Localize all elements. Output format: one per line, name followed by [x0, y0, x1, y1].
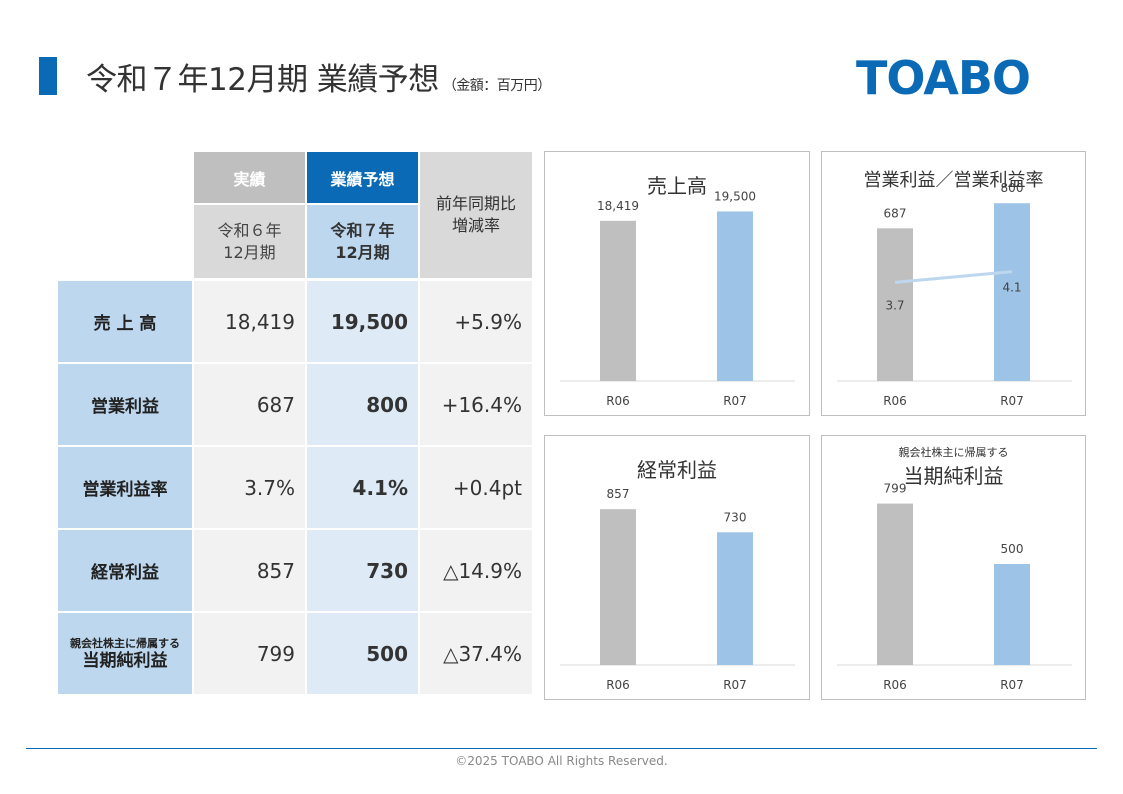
- chart-title-net-income: 当期純利益: [903, 464, 1004, 488]
- bar-value-label: 18,419: [597, 199, 639, 213]
- row-operating-margin-forecast: 4.1%: [307, 447, 418, 528]
- row-label-operating-margin: 営業利益率: [58, 447, 192, 528]
- subheader-forecast-period: 令和７年 12月期: [307, 205, 418, 278]
- chart-title-ordinary-profit: 経常利益: [637, 458, 717, 482]
- row-operating-margin-actual: 3.7%: [194, 447, 305, 528]
- margin-line: [894, 270, 1013, 284]
- chart-net-income: 799 R06 500 R07: [837, 482, 1072, 692]
- margin-value-label: 4.1: [1002, 281, 1021, 295]
- row-label-sales: 売 上 高: [58, 281, 192, 362]
- header-yoy: 前年同期比 増減率: [420, 152, 532, 278]
- subheader-forecast-line2: 12月期: [335, 242, 390, 262]
- row-operating-profit-forecast: 800: [307, 364, 418, 445]
- row-sales-actual: 18,419: [194, 281, 305, 362]
- chart-panel-ordinary-profit: 経常利益 857 R06 730 R07: [544, 435, 810, 700]
- row-net-income-actual: 799: [194, 613, 305, 694]
- chart-title-operating-profit: 営業利益／営業利益率: [863, 170, 1044, 191]
- company-logo: TOABO: [856, 51, 1031, 105]
- row-sales-yoy: +5.9%: [420, 281, 532, 362]
- chart-operating-profit: 687 R06 800 R07 3.7 4.1: [837, 181, 1072, 408]
- bar-value-label: 19,500: [714, 189, 756, 203]
- row-label-net-income-main: 当期純利益: [82, 650, 168, 671]
- row-sales-forecast: 19,500: [307, 281, 418, 362]
- page-title-text: 令和７年12月期 業績予想: [86, 62, 439, 98]
- category-label: R06: [883, 678, 907, 692]
- category-label: R07: [1000, 678, 1024, 692]
- category-label: R07: [723, 678, 747, 692]
- bar-value-label: 857: [607, 487, 630, 501]
- title-accent-bar: [39, 57, 57, 95]
- row-operating-profit-yoy: +16.4%: [420, 364, 532, 445]
- row-label-ordinary-profit: 経常利益: [58, 530, 192, 611]
- header-yoy-line2: 増減率: [451, 216, 500, 235]
- row-label-net-income: 親会社株主に帰属する 当期純利益: [58, 613, 192, 694]
- subheader-actual-line2: 12月期: [223, 242, 276, 262]
- bar-value-label: 687: [884, 206, 907, 220]
- chart-panel-net-income: 親会社株主に帰属する 当期純利益 799 R06 500 R07: [821, 435, 1086, 700]
- bar-r06: [877, 503, 913, 665]
- bar-r06: [600, 220, 636, 381]
- margin-value-label: 3.7: [885, 298, 904, 312]
- category-label: R06: [883, 394, 907, 408]
- header-forecast: 業績予想: [307, 152, 418, 203]
- row-operating-profit-actual: 687: [194, 364, 305, 445]
- row-ordinary-profit-actual: 857: [194, 530, 305, 611]
- chart-panel-sales: 売上高 18,419 R06 19,500 R07: [544, 151, 810, 416]
- chart-title-net-income-prefix: 親会社株主に帰属する: [898, 446, 1009, 459]
- chart-ordinary-profit: 857 R06 730 R07: [560, 487, 795, 692]
- chart-panel-operating-profit: 営業利益／営業利益率 687 R06 800 R07 3.7 4.1: [821, 151, 1086, 416]
- category-label: R06: [606, 678, 630, 692]
- row-label-net-income-prefix: 親会社株主に帰属する: [70, 636, 180, 650]
- category-label: R07: [723, 394, 747, 408]
- row-ordinary-profit-forecast: 730: [307, 530, 418, 611]
- bar-value-label: 730: [724, 510, 747, 524]
- row-label-operating-profit: 営業利益: [58, 364, 192, 445]
- bar-r07: [994, 203, 1030, 381]
- header-actual: 実績: [194, 152, 305, 203]
- row-net-income-yoy: △37.4%: [420, 613, 532, 694]
- page-title: 令和７年12月期 業績予想 （金額：百万円）: [86, 54, 551, 99]
- subheader-forecast-line1: 令和７年: [330, 220, 395, 240]
- footer-copyright: ©2025 TOABO All Rights Reserved.: [455, 754, 668, 768]
- bar-r07: [717, 532, 753, 665]
- subheader-actual-line1: 令和６年: [217, 220, 282, 240]
- bar-value-label: 799: [884, 482, 907, 496]
- page-title-unit: （金額：百万円）: [442, 78, 552, 94]
- chart-sales: 18,419 R06 19,500 R07: [560, 189, 795, 408]
- bar-value-label: 500: [1001, 542, 1024, 556]
- row-operating-margin-yoy: +0.4pt: [420, 447, 532, 528]
- header-yoy-line1: 前年同期比: [435, 194, 516, 213]
- bar-r07: [717, 211, 753, 381]
- bar-r07: [994, 563, 1030, 665]
- category-label: R06: [606, 394, 630, 408]
- chart-title-sales: 売上高: [647, 174, 707, 198]
- row-net-income-forecast: 500: [307, 613, 418, 694]
- bar-value-label: 800: [1001, 181, 1024, 195]
- footer-divider: [26, 748, 1097, 749]
- bar-r06: [877, 228, 913, 381]
- subheader-actual-period: 令和６年 12月期: [194, 205, 305, 278]
- row-ordinary-profit-yoy: △14.9%: [420, 530, 532, 611]
- bar-r06: [600, 509, 636, 665]
- category-label: R07: [1000, 394, 1024, 408]
